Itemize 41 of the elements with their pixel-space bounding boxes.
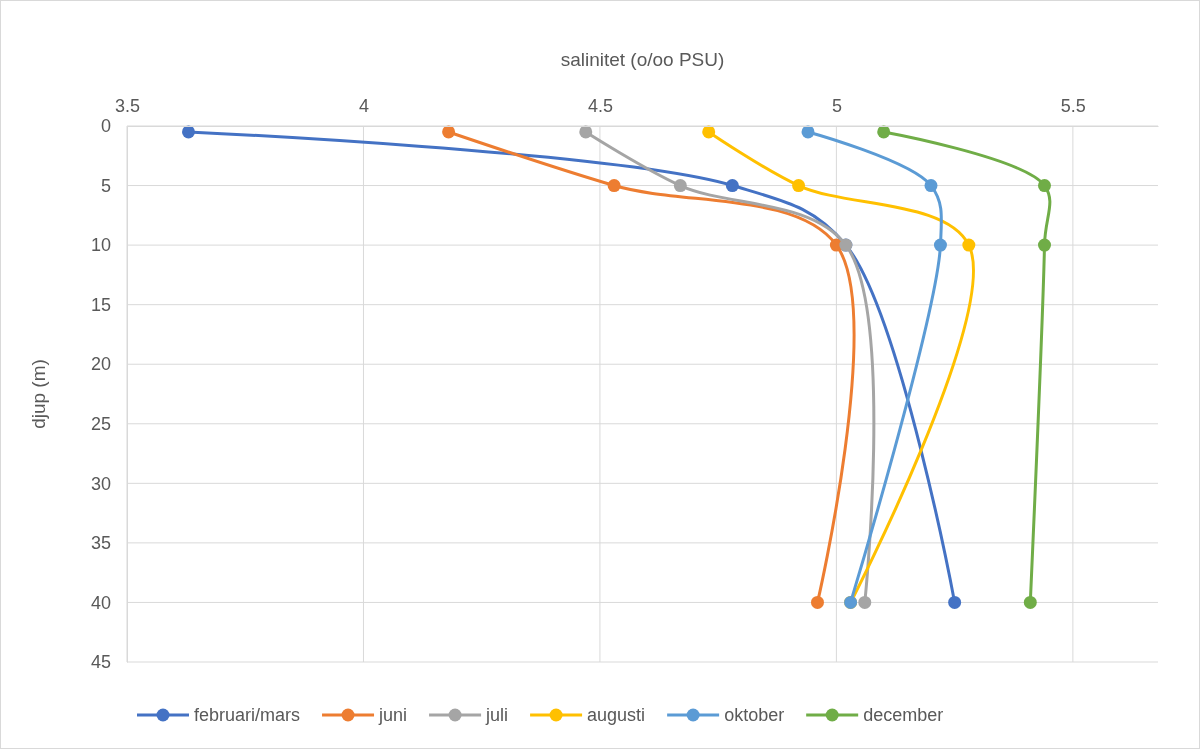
point <box>673 179 687 193</box>
y-tick-label: 45 <box>90 652 111 673</box>
point <box>607 179 621 193</box>
x-tick-label: 5.5 <box>1060 96 1086 116</box>
legend-label: juni <box>378 705 408 725</box>
y-tick-label: 20 <box>90 354 111 375</box>
x-tick-label: 4.5 <box>587 96 613 116</box>
point <box>933 238 947 252</box>
point <box>442 125 456 139</box>
x-tick-label: 5 <box>831 96 842 116</box>
y-tick-label: 10 <box>90 235 111 256</box>
point <box>962 238 976 252</box>
point <box>1038 238 1051 252</box>
x-tick-label: 4 <box>358 96 369 116</box>
y-tick-label: 0 <box>100 116 111 137</box>
y-tick-label: 25 <box>90 414 111 435</box>
y-axis-title: djup (m) <box>28 359 49 429</box>
y-tick-label: 15 <box>90 294 111 315</box>
legend-label: december <box>863 705 944 725</box>
point <box>792 179 806 193</box>
legend-label: juli <box>485 705 509 725</box>
point <box>810 595 824 609</box>
legend-label: februari/mars <box>194 705 301 725</box>
point <box>579 125 593 139</box>
point <box>858 595 872 609</box>
y-tick-label: 40 <box>90 592 111 613</box>
point <box>1038 179 1051 193</box>
point <box>877 125 891 139</box>
point <box>725 179 739 193</box>
legend-label: augusti <box>587 705 646 725</box>
point <box>948 595 962 609</box>
point <box>924 179 938 193</box>
point <box>702 125 716 139</box>
legend-label: oktober <box>724 705 785 725</box>
point <box>1023 595 1037 609</box>
x-axis-title: salinitet (o/oo PSU) <box>560 49 725 70</box>
point <box>181 125 195 139</box>
y-tick-label: 35 <box>90 533 111 554</box>
y-tick-label: 5 <box>100 175 111 196</box>
y-tick-label: 30 <box>90 473 111 494</box>
x-tick-label: 3.5 <box>114 96 141 116</box>
